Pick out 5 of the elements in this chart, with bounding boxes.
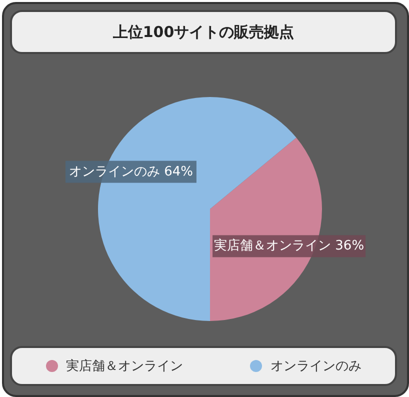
legend-label: 実店舗＆オンライン	[66, 358, 183, 375]
chart-title: 上位100サイトの販売拠点	[112, 22, 294, 42]
data-label: 実店舗＆オンライン 36%	[214, 238, 364, 254]
legend-label: オンラインのみ	[270, 358, 362, 375]
data-label: オンラインのみ 64%	[68, 164, 193, 180]
